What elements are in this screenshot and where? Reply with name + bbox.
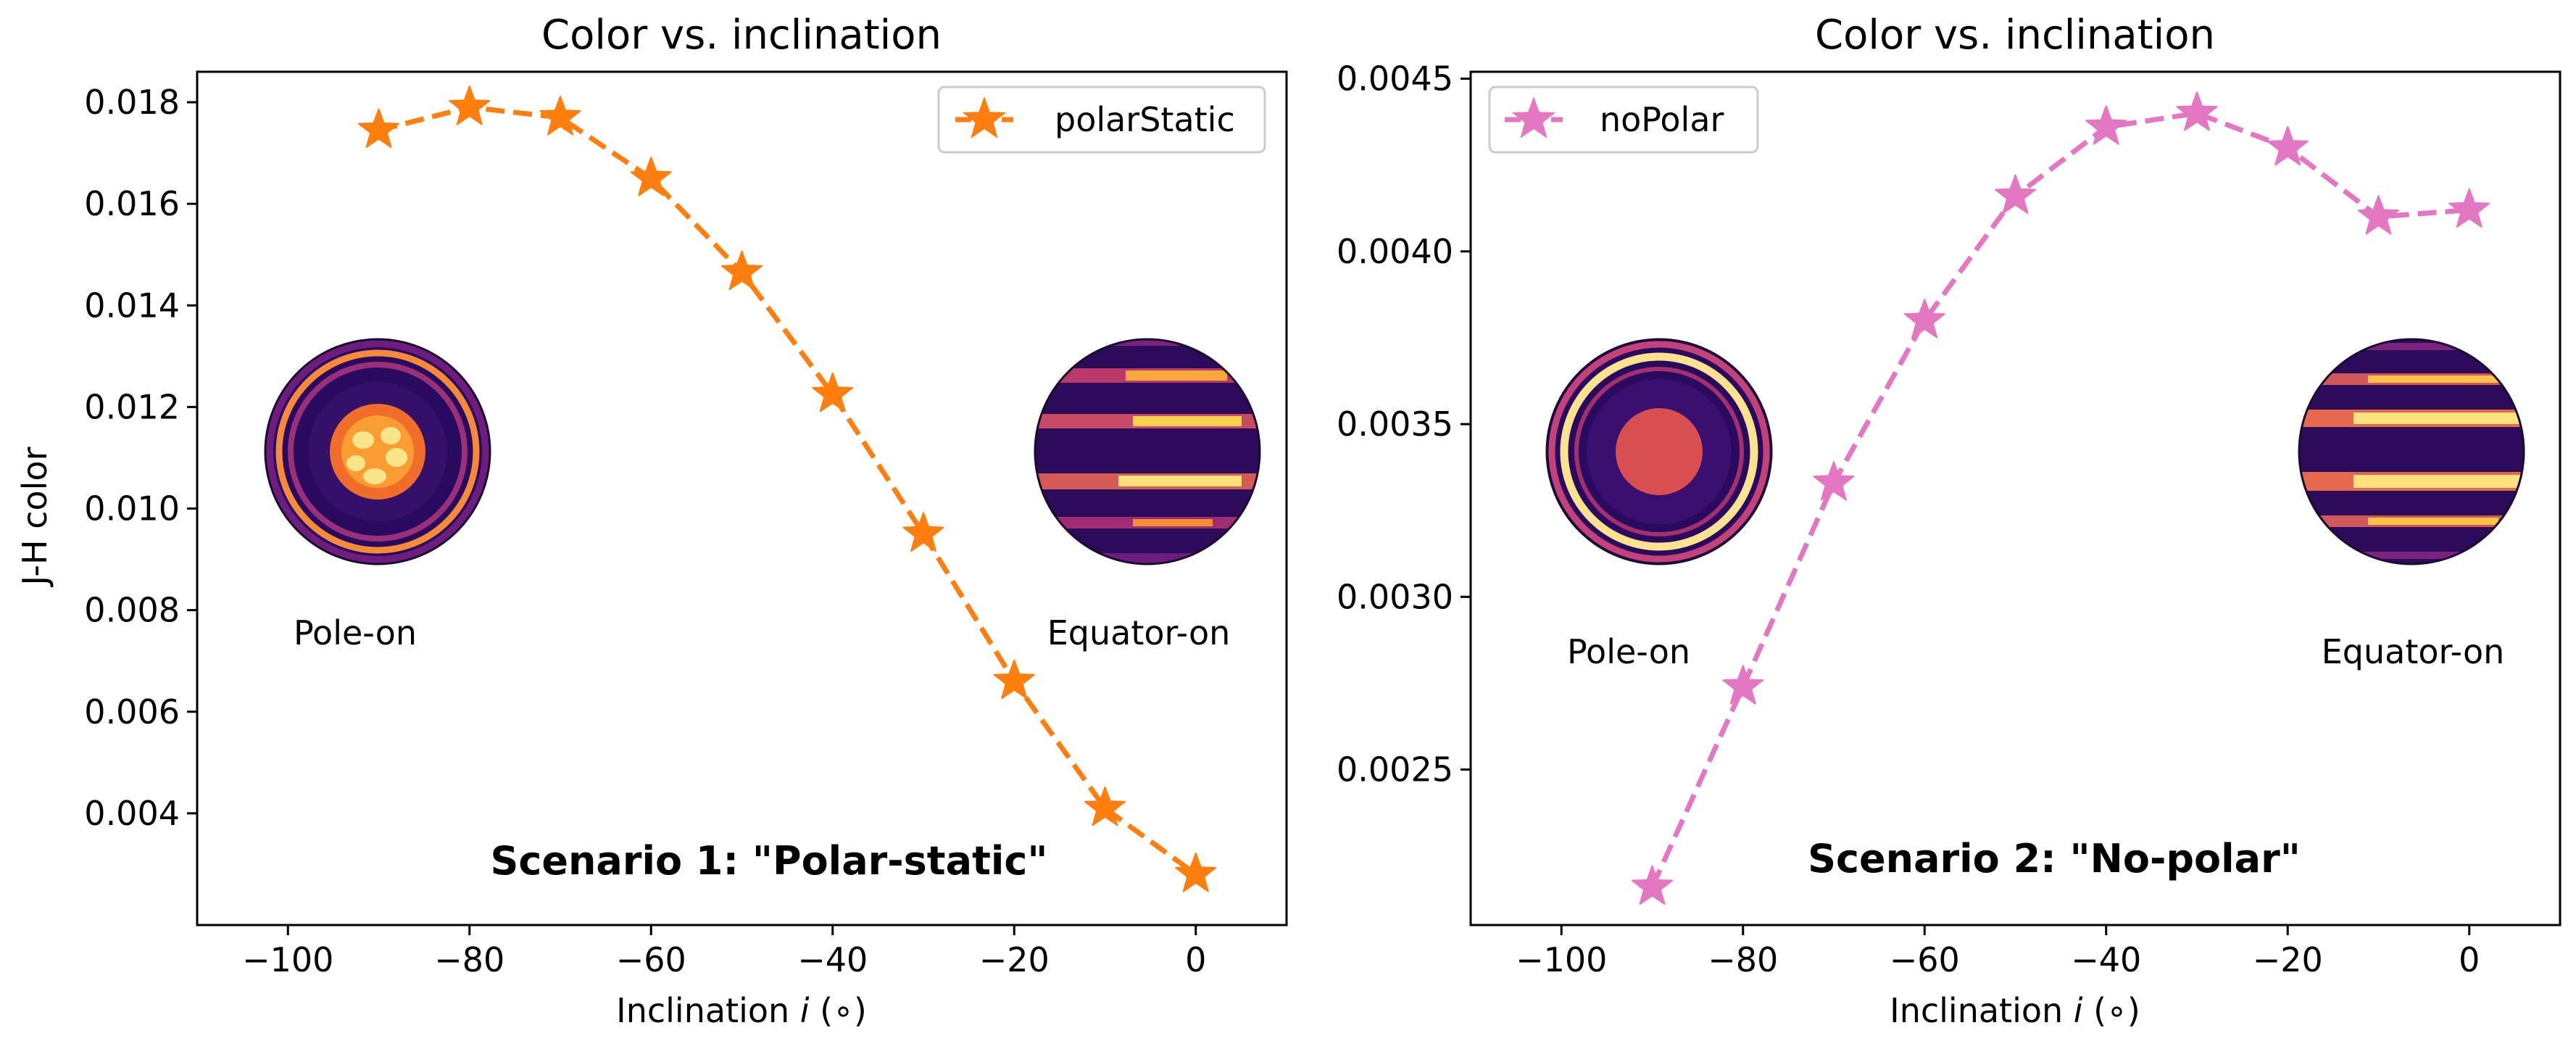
y-tick-label: 0.0045 [1337, 59, 1453, 99]
y-axis-label: J-H color [15, 447, 54, 587]
x-tick-label: −20 [2253, 940, 2323, 979]
x-axis-label: Inclination i (∘) [1890, 991, 2140, 1030]
legend-entry-nopolar: noPolar [1600, 100, 1724, 139]
data-point-star [1175, 852, 1217, 892]
x-tick-label: 0 [1185, 940, 1206, 979]
chart-panel-no-polar: Color vs. inclination Inclination i (∘) … [1337, 12, 2562, 1030]
data-point-star [2267, 125, 2309, 166]
chart-title: Color vs. inclination [541, 12, 942, 59]
annotation-scenario-1: Scenario 1: "Polar-static" [490, 838, 1047, 884]
y-tick-label: 0.0030 [1337, 577, 1453, 616]
chart-title: Color vs. inclination [1815, 12, 2215, 59]
x-axis-label: Inclination i (∘) [616, 991, 867, 1030]
x-tick-label: −80 [1708, 940, 1778, 979]
y-tick-label: 0.010 [84, 489, 180, 528]
x-tick-label: −40 [797, 940, 868, 979]
annotation-pole-on: Pole-on [294, 613, 417, 652]
y-tick-label: 0.004 [84, 794, 180, 833]
annotation-pole-on: Pole-on [1567, 632, 1690, 671]
data-point-star [1631, 865, 1674, 905]
legend: polarStatic [937, 86, 1266, 154]
annotation-equator-on: Equator-on [2322, 632, 2505, 671]
legend-entry-polarstatic: polarStatic [1055, 100, 1235, 139]
chart-panel-polar-static: Color vs. inclination J-H color Inclinat… [15, 12, 1288, 1030]
data-point-star [2085, 105, 2127, 145]
axis-ticks: −100 −80 −60 −40 −20 0 0.004 0.006 0.008 0.010 0.0… [84, 83, 1206, 979]
legend-marker [962, 96, 1007, 138]
y-tick-label: 0.008 [84, 591, 180, 630]
data-point-star [902, 512, 944, 552]
y-tick-label: 0.0035 [1337, 405, 1453, 444]
data-point-star [720, 250, 763, 291]
plot-frame [1469, 70, 2562, 926]
data-point-star [2176, 91, 2218, 131]
axis-ticks: −100 −80 −60 −40 −20 0 0.0025 0.0030 0.0035 0.004… [1337, 59, 2480, 979]
data-point-star [993, 659, 1035, 700]
legend: noPolar [1488, 86, 1759, 154]
series-markers [357, 86, 1217, 892]
x-tick-label: −60 [616, 940, 686, 979]
annotation-scenario-2: Scenario 2: "No-polar" [1808, 836, 2301, 882]
y-tick-label: 0.006 [84, 692, 180, 731]
legend-marker [1511, 96, 1556, 138]
equator-on-thumbnail [1034, 338, 1261, 565]
y-tick-label: 0.0025 [1337, 750, 1453, 789]
x-tick-label: −60 [1890, 940, 1960, 979]
data-point-star [812, 372, 854, 412]
data-point-star [2448, 188, 2490, 228]
data-point-star [1994, 174, 2037, 214]
x-tick-label: −40 [2071, 940, 2141, 979]
annotation-equator-on: Equator-on [1047, 613, 1231, 652]
series-line-polarstatic [378, 104, 1197, 876]
equator-on-thumbnail [2298, 338, 2525, 565]
series-line-nopolar [1650, 110, 2470, 889]
data-point-star [1722, 665, 1764, 705]
plot-frame [196, 70, 1288, 926]
pole-on-thumbnail [1545, 338, 1773, 565]
data-point-star [449, 86, 491, 125]
data-point-star [630, 157, 672, 196]
x-tick-label: 0 [2459, 940, 2480, 979]
x-tick-label: −20 [979, 940, 1050, 979]
y-tick-label: 0.014 [84, 286, 180, 325]
data-point-star [539, 96, 581, 136]
y-tick-label: 0.0040 [1337, 232, 1453, 271]
x-tick-label: −80 [434, 940, 504, 979]
y-tick-label: 0.018 [84, 83, 180, 122]
pole-on-thumbnail [264, 338, 491, 565]
y-tick-label: 0.012 [84, 387, 180, 426]
data-point-star [1903, 299, 1945, 339]
data-point-star [1813, 461, 1855, 501]
data-point-star [1084, 786, 1126, 826]
x-tick-label: −100 [1516, 940, 1607, 979]
y-tick-label: 0.016 [84, 184, 180, 223]
data-point-star [2357, 195, 2400, 235]
series-markers [1631, 91, 2490, 905]
data-point-star [357, 108, 400, 148]
x-tick-label: −100 [242, 940, 333, 979]
